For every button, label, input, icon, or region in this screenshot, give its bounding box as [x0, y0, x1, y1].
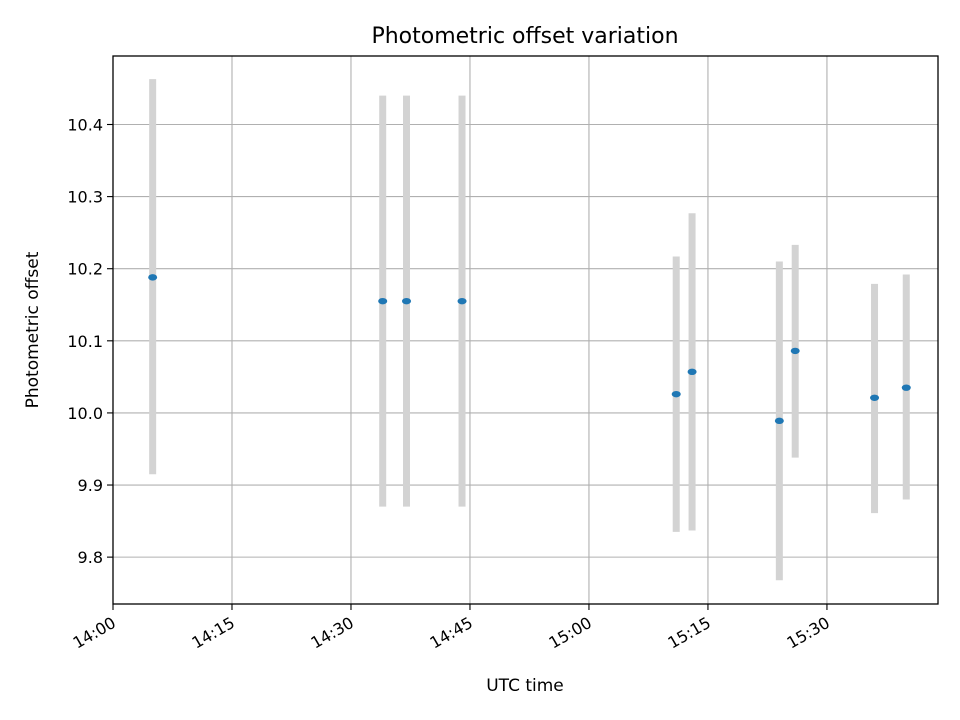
data-points: [148, 274, 911, 425]
y-axis-ticks: 9.8 9.9 10.0 10.1 10.2 10.3 10.4: [67, 116, 113, 567]
grid-lines: [113, 56, 938, 604]
data-point: [774, 417, 784, 425]
y-tick-label: 10.2: [67, 260, 103, 279]
data-point: [671, 390, 681, 398]
data-point: [790, 347, 800, 355]
data-point: [687, 368, 697, 376]
y-tick-label: 9.8: [78, 548, 103, 567]
y-tick-label: 10.3: [67, 188, 103, 207]
data-point: [901, 384, 911, 391]
chart-title: Photometric offset variation: [371, 24, 678, 49]
y-tick-label: 10.4: [67, 116, 103, 135]
data-point: [402, 297, 412, 305]
x-axis-label: UTC time: [486, 676, 564, 696]
data-point: [378, 297, 388, 305]
data-point: [457, 297, 467, 305]
data-point: [148, 274, 158, 281]
data-point: [870, 394, 880, 401]
y-tick-label: 9.9: [78, 476, 103, 495]
y-tick-label: 10.1: [67, 332, 103, 351]
y-tick-label: 10.0: [67, 404, 103, 423]
plot-frame: [112, 55, 939, 605]
y-axis-label: Photometric offset: [23, 251, 43, 408]
